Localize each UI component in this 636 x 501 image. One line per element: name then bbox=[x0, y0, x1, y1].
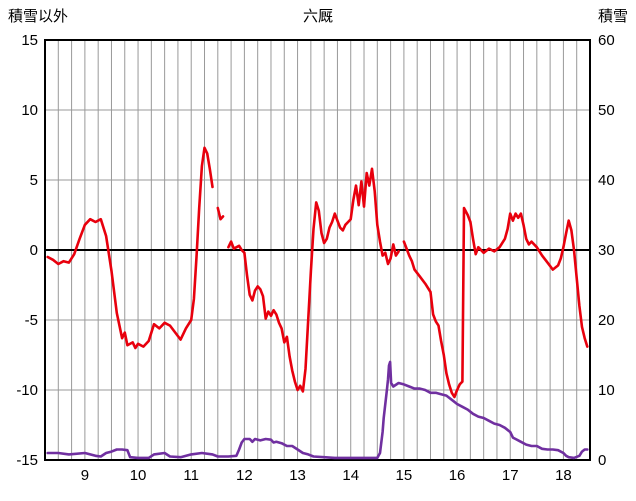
svg-text:0: 0 bbox=[30, 242, 38, 259]
svg-text:11: 11 bbox=[183, 467, 199, 484]
right-axis-title: 積雪 bbox=[597, 8, 628, 25]
svg-text:9: 9 bbox=[81, 467, 89, 484]
svg-text:18: 18 bbox=[555, 467, 572, 484]
svg-text:16: 16 bbox=[449, 467, 466, 484]
svg-text:0: 0 bbox=[598, 452, 606, 469]
left-axis-title: 積雪以外 bbox=[8, 8, 69, 25]
svg-text:17: 17 bbox=[502, 467, 519, 484]
svg-text:13: 13 bbox=[289, 467, 306, 484]
svg-text:40: 40 bbox=[598, 172, 615, 189]
svg-text:-5: -5 bbox=[25, 312, 38, 329]
svg-text:15: 15 bbox=[396, 467, 413, 484]
svg-text:-15: -15 bbox=[16, 452, 38, 469]
svg-text:20: 20 bbox=[598, 312, 615, 329]
svg-text:10: 10 bbox=[598, 382, 615, 399]
svg-text:10: 10 bbox=[21, 102, 38, 119]
svg-text:15: 15 bbox=[21, 32, 38, 49]
svg-text:-10: -10 bbox=[16, 382, 38, 399]
svg-text:30: 30 bbox=[598, 242, 615, 259]
svg-text:5: 5 bbox=[30, 172, 38, 189]
svg-text:10: 10 bbox=[130, 467, 147, 484]
svg-text:12: 12 bbox=[236, 467, 253, 484]
svg-text:60: 60 bbox=[598, 32, 615, 49]
svg-text:50: 50 bbox=[598, 102, 615, 119]
svg-text:14: 14 bbox=[342, 467, 359, 484]
chart-title: 六厩 bbox=[302, 8, 333, 25]
